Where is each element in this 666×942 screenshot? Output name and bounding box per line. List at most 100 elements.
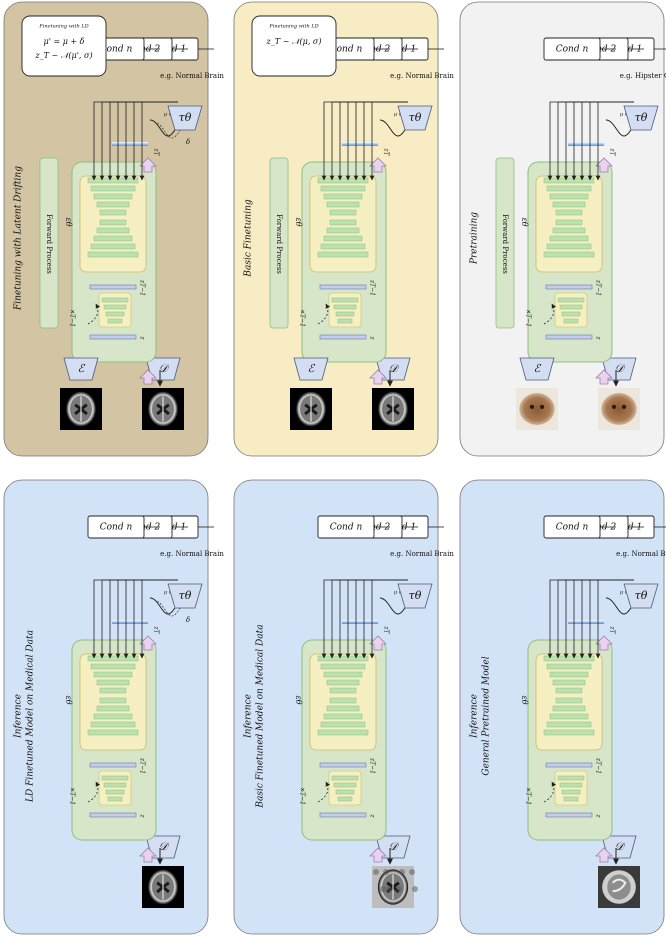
tau-block <box>623 583 659 609</box>
panel-caption-line-1: Finetuning with Latent Drifting <box>14 166 24 311</box>
condition-box-3: Cond n <box>543 37 616 61</box>
encoder: ℰ <box>519 357 555 381</box>
unet-down-layer <box>99 687 127 694</box>
latent-z-bar <box>89 334 137 340</box>
cond-connector <box>321 101 408 181</box>
panel-caption-line-1: Basic Finetuning <box>244 199 254 278</box>
encoder-block <box>63 357 99 381</box>
latent-zt1-bar <box>319 762 367 768</box>
zT-label: zT <box>609 147 616 156</box>
note-line-2: z_T ~ 𝒩(μ', σ) <box>34 51 92 60</box>
tau-theta: τθ <box>397 105 433 131</box>
unet-up-layer <box>549 235 589 242</box>
unet-down-layer <box>320 185 366 192</box>
small-unet-layer <box>557 775 585 781</box>
latent-zt1-label: zT−1 <box>595 757 602 774</box>
forward-process-label: Forward Process <box>45 214 53 274</box>
small-unet-layer <box>335 311 355 317</box>
up-arrow-top <box>139 847 157 863</box>
cat-image <box>601 393 637 425</box>
mu-sigma-label: μ σ <box>164 590 173 596</box>
decoder-block-label: 𝒟 <box>159 362 170 375</box>
latent-z-label: z <box>595 335 602 340</box>
cond-box-label: Cond n <box>330 45 363 55</box>
small-unet-layer <box>333 782 357 788</box>
unet-down-layer <box>317 177 369 184</box>
unet-up-layer <box>329 219 357 226</box>
unet-down-layer <box>552 201 586 208</box>
latent-z-label: z <box>369 335 376 340</box>
eps-theta-label: εθ <box>520 217 529 226</box>
unet-down-layer <box>90 663 136 670</box>
cond-box-label: Cond n <box>556 523 589 533</box>
up-arrow-top <box>139 369 157 385</box>
encoder-block <box>293 357 329 381</box>
output-image <box>372 866 418 908</box>
cond-connector <box>91 101 178 181</box>
small-unet-layer <box>331 775 359 781</box>
small-unet-layer <box>107 318 123 324</box>
note-box: Finetuning with LD μ' = μ + δ z_T ~ 𝒩(μ', … <box>21 15 107 77</box>
latent-zt1-label: zT−1 <box>139 757 146 774</box>
eps-theta-label: εθ <box>520 695 529 704</box>
unet-up-layer <box>320 243 366 250</box>
up-arrow-bottom <box>139 635 157 651</box>
loop-arrow <box>317 303 331 325</box>
unet-down-layer <box>87 177 139 184</box>
output-image <box>598 388 640 430</box>
up-arrow-bottom <box>595 635 613 651</box>
loop-count-label: ×T−1 <box>299 309 306 327</box>
cond-connector <box>91 579 178 659</box>
cond-box-label: Cond n <box>556 45 589 55</box>
small-unet-layer <box>335 789 355 795</box>
eps-theta-label: εθ <box>64 217 73 226</box>
decoder-block-label: 𝒟 <box>159 840 170 853</box>
unet-up-layer <box>323 235 363 242</box>
small-unet-layer <box>561 789 581 795</box>
small-unet-layer <box>103 782 127 788</box>
unet-up-layer <box>87 729 139 736</box>
unet-up-layer <box>320 721 366 728</box>
loop-count-label: ×T−1 <box>299 787 306 805</box>
latent-z-bar <box>319 334 367 340</box>
tau-block <box>167 583 203 609</box>
small-unet-layer <box>103 304 127 310</box>
latent-zt1-bar <box>319 284 367 290</box>
up-arrow-top <box>369 847 387 863</box>
small-unet-layer <box>337 796 353 802</box>
forward-process-box <box>495 157 515 329</box>
eps-theta-label: εθ <box>294 217 303 226</box>
panel-caption-line-2: Basic Finetuned Model on Medical Data <box>256 624 266 808</box>
unet-up-layer <box>543 729 595 736</box>
mu-sigma-label: μ σ <box>164 112 173 118</box>
unet-down-layer <box>320 663 366 670</box>
loop-arrow <box>87 781 101 803</box>
small-unet-layer <box>337 318 353 324</box>
tau-block <box>397 583 433 609</box>
note-frame <box>251 15 337 77</box>
cond-connector <box>321 579 408 659</box>
zT-label: zT <box>153 625 160 634</box>
latent-z-label: z <box>369 813 376 818</box>
unet-up-layer <box>555 697 583 704</box>
small-unet-layer <box>107 796 123 802</box>
up-arrow-top <box>369 369 387 385</box>
small-unet-layer <box>333 304 357 310</box>
mu-sigma-label: μ σ <box>620 590 629 596</box>
output-image <box>142 866 184 908</box>
condition-box-3: Cond n <box>317 515 390 539</box>
unet-up-layer <box>99 219 127 226</box>
latent-z-bar <box>89 812 137 818</box>
decoder-block-label: 𝒟 <box>389 362 400 375</box>
small-unet-layer <box>101 297 129 303</box>
latent-zt1-bar <box>89 762 137 768</box>
latent-z-bar <box>319 812 367 818</box>
unet-down-layer <box>329 687 357 694</box>
output-image <box>142 388 184 430</box>
cond-example-label: e.g. Normal Brain <box>160 550 224 558</box>
zT-gradient-bar <box>112 142 148 146</box>
unet-down-layer <box>552 679 586 686</box>
tau-theta: τθ <box>623 105 659 131</box>
